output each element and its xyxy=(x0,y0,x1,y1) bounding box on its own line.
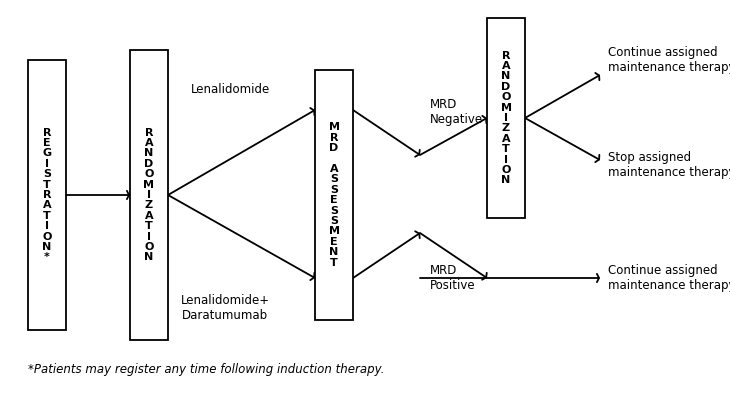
FancyBboxPatch shape xyxy=(130,50,168,340)
Text: M
R
D
 
A
S
S
E
S
S
M
E
N
T: M R D A S S E S S M E N T xyxy=(328,122,339,268)
Text: Lenalidomide: Lenalidomide xyxy=(191,83,269,96)
Text: R
A
N
D
O
M
I
Z
A
T
I
O
N: R A N D O M I Z A T I O N xyxy=(144,128,155,263)
Text: Lenalidomide+
Daratumumab: Lenalidomide+ Daratumumab xyxy=(180,294,269,322)
FancyBboxPatch shape xyxy=(487,18,525,218)
Text: *Patients may register any time following induction therapy.: *Patients may register any time followin… xyxy=(28,364,385,377)
Text: MRD
Negative: MRD Negative xyxy=(430,98,483,126)
FancyBboxPatch shape xyxy=(315,70,353,320)
Text: Continue assigned
maintenance therapy: Continue assigned maintenance therapy xyxy=(608,46,730,74)
FancyBboxPatch shape xyxy=(28,60,66,330)
Text: Continue assigned
maintenance therapy: Continue assigned maintenance therapy xyxy=(608,264,730,292)
Text: R
A
N
D
O
M
I
Z
A
T
I
O
N: R A N D O M I Z A T I O N xyxy=(501,51,512,185)
Text: MRD
Positive: MRD Positive xyxy=(430,264,476,292)
Text: R
E
G
I
S
T
R
A
T
I
O
N
*: R E G I S T R A T I O N * xyxy=(42,128,52,263)
Text: Stop assigned
maintenance therapy: Stop assigned maintenance therapy xyxy=(608,151,730,179)
